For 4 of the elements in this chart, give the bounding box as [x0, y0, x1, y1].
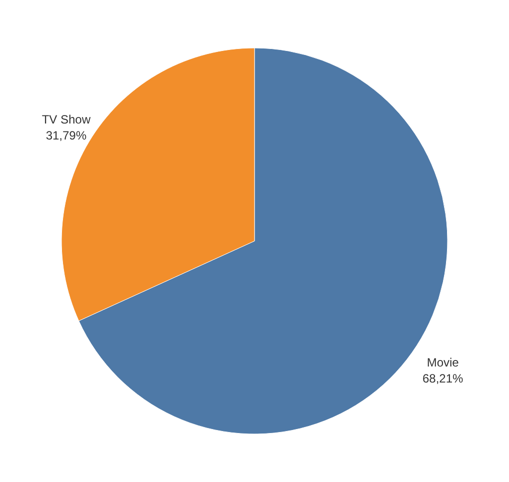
slice-label: Movie [426, 355, 460, 370]
slice-label: TV Show [42, 112, 91, 127]
data-label: 31,79% [46, 128, 87, 143]
data-label: 68,21% [422, 371, 464, 386]
